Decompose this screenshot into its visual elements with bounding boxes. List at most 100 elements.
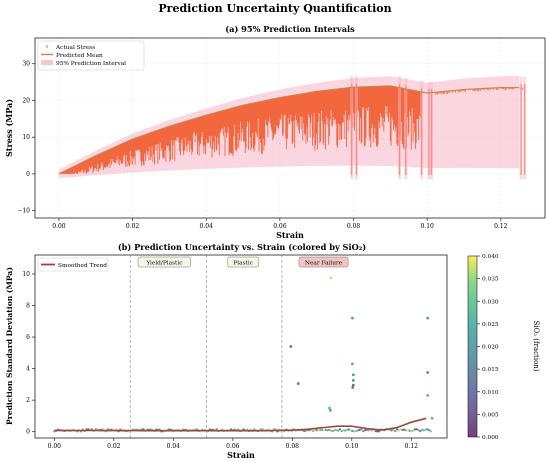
panel-b-y-ticks: 0 2 4 6 8 10 [22, 271, 35, 436]
y-tick-label: 30 [22, 61, 30, 68]
panel-a-frame [34, 37, 546, 219]
colorbar-tick-label: 0.030 [482, 299, 499, 305]
actual-point [146, 157, 149, 159]
panel-a-legend-box [37, 40, 145, 71]
data-point [428, 429, 431, 432]
y-tick-label: 10 [22, 134, 30, 141]
data-point [340, 429, 343, 433]
actual-point [323, 139, 325, 142]
actual-point [411, 139, 414, 142]
actual-point [102, 164, 104, 166]
data-point [331, 430, 334, 433]
data-point [354, 430, 358, 433]
legend-mean-label: Predicted Mean [56, 53, 103, 59]
data-point [262, 428, 265, 431]
actual-point [338, 139, 340, 141]
data-point [329, 429, 333, 432]
actual-point [234, 146, 237, 148]
region-label-box [137, 256, 192, 268]
colorbar-tick-label: 0.015 [482, 367, 499, 373]
data-point [424, 428, 427, 431]
legend-interval-label: 95% Prediction Interval [56, 61, 126, 67]
region-label: Yield/Plastic [145, 261, 182, 267]
data-point [131, 428, 134, 431]
oscillation-strokes [59, 85, 524, 174]
data-point [406, 428, 409, 431]
data-point [390, 429, 393, 432]
actual-point [293, 141, 296, 144]
panel-b-frame [34, 254, 448, 439]
outlier-point [351, 383, 355, 387]
outlier-point [426, 394, 430, 397]
actual-point [308, 140, 311, 143]
data-point [363, 429, 366, 432]
panel-b-x-ticks: 0.00 0.02 0.04 0.06 0.08 0.10 0.12 [48, 438, 419, 450]
legend-interval-marker [41, 60, 53, 65]
panel-a-y-ticks: −10 0 10 20 30 [17, 61, 35, 215]
data-point [347, 428, 350, 431]
panel-a-mean-line [58, 85, 520, 175]
colorbar-tick-label: 0.020 [482, 345, 499, 351]
y-tick-label: 10 [22, 271, 30, 278]
colorbar-tick-label: 0.025 [482, 322, 499, 328]
outlier-point [430, 416, 434, 420]
actual-point [72, 170, 75, 172]
actual-point [117, 161, 119, 164]
colorbar-ticks: 0.000 0.005 0.010 0.015 0.020 0.025 0.030 0.035… [477, 254, 499, 441]
panel-b-region-labels: Yield/Plastic Plastic Near Failure [137, 256, 349, 268]
x-tick-label: 0.08 [347, 223, 361, 230]
data-point [344, 429, 347, 432]
y-tick-label: −10 [17, 208, 30, 215]
data-point [367, 429, 370, 432]
data-point [304, 430, 308, 433]
panel-b-xlabel: Strain [227, 450, 255, 460]
data-point [374, 430, 377, 433]
actual-point [382, 138, 384, 140]
x-tick-label: 0.08 [286, 443, 300, 450]
x-tick-label: 0.06 [226, 443, 240, 450]
actual-point [397, 138, 399, 140]
outlier-point [426, 371, 430, 374]
panel-a-x-ticks: 0.00 0.02 0.04 0.06 0.08 0.10 0.12 [52, 218, 508, 230]
data-point [360, 428, 363, 431]
data-point [401, 428, 404, 432]
data-point [312, 430, 315, 433]
x-tick-label: 0.06 [273, 223, 287, 230]
x-tick-label: 0.12 [405, 443, 419, 450]
x-tick-label: 0.10 [420, 223, 434, 230]
data-point [417, 429, 420, 432]
data-point [420, 428, 424, 431]
trend-line [54, 417, 427, 432]
outlier-point [328, 406, 331, 410]
data-point [338, 428, 342, 431]
region-label-box [227, 256, 260, 268]
data-point [315, 429, 318, 432]
collapse-band [430, 81, 434, 180]
data-point [326, 429, 329, 432]
actual-point [131, 159, 134, 161]
data-point [415, 428, 418, 431]
actual-point [367, 138, 369, 140]
panel-b-title: (b) Prediction Uncertainty vs. Strain (c… [118, 242, 366, 252]
data-point [358, 428, 361, 432]
x-tick-label: 0.02 [107, 443, 121, 450]
x-tick-label: 0.10 [345, 443, 359, 450]
data-point [399, 428, 402, 431]
data-point [322, 429, 325, 432]
collapse-band [420, 80, 424, 180]
mean-line [58, 85, 520, 175]
outlier-point [351, 386, 355, 389]
data-point [353, 430, 356, 433]
data-point [342, 429, 345, 432]
data-point [370, 429, 374, 432]
y-tick-label: 0 [26, 171, 30, 178]
x-tick-label: 0.00 [48, 443, 62, 450]
actual-point [352, 138, 355, 140]
actual-point [249, 145, 252, 147]
data-point [376, 430, 379, 433]
actual-point [279, 142, 281, 145]
data-point [319, 428, 322, 432]
x-tick-label: 0.00 [52, 223, 66, 230]
outlier-point [351, 316, 354, 320]
